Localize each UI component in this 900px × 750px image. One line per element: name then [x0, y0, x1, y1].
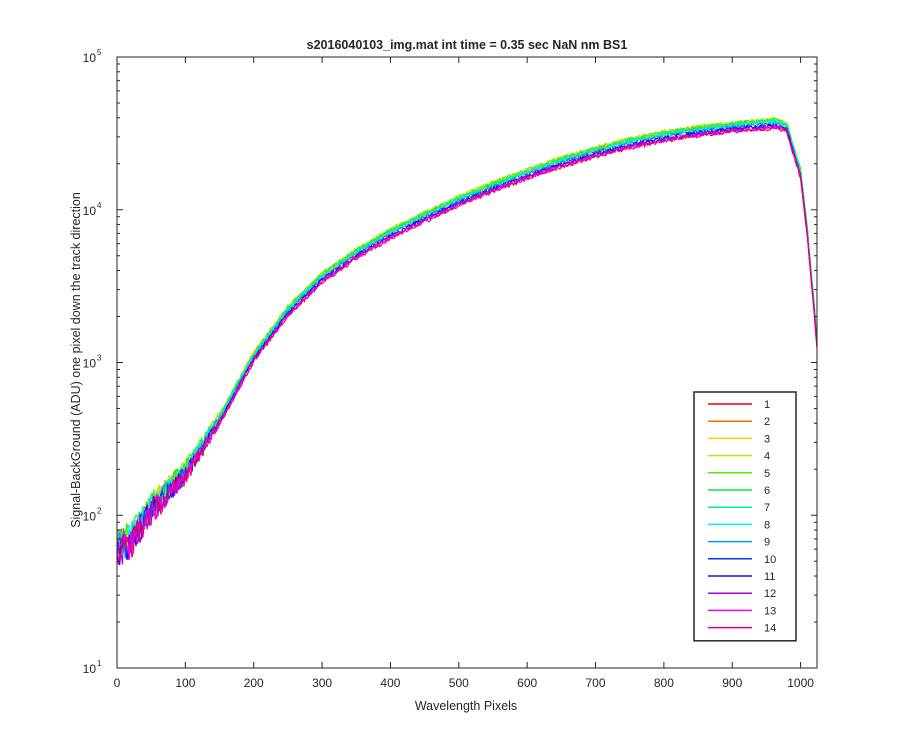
series-line-7 [116, 118, 818, 555]
legend-label-10: 10 [764, 554, 776, 566]
legend-label-11: 11 [764, 571, 775, 583]
x-tick-label: 600 [517, 676, 537, 690]
series-line-6 [116, 118, 818, 555]
x-tick-label: 800 [654, 676, 674, 690]
chart-title: s2016040103_img.mat int time = 0.35 sec … [307, 38, 628, 52]
legend-label-2: 2 [764, 416, 770, 428]
x-tick-label: 1000 [787, 676, 814, 690]
x-tick-label: 700 [586, 676, 606, 690]
y-tick-label: 10 [83, 357, 97, 371]
legend-label-4: 4 [764, 451, 770, 463]
y-axis-label: Signal-BackGround (ADU) one pixel down t… [69, 192, 83, 528]
y-tick-exponent: 3 [97, 354, 102, 363]
y-tick-exponent: 4 [97, 201, 102, 210]
y-tick-exponent: 5 [97, 48, 102, 57]
series-layer [116, 116, 818, 566]
legend-label-3: 3 [764, 433, 770, 445]
legend-label-8: 8 [764, 519, 770, 531]
legend-box [693, 391, 797, 642]
x-tick-label: 100 [175, 676, 195, 690]
x-axis-label: Wavelength Pixels [415, 699, 517, 713]
legend-label-13: 13 [764, 605, 776, 617]
legend-label-14: 14 [764, 623, 776, 635]
legend-label-12: 12 [764, 588, 776, 600]
y-tick-label: 10 [83, 662, 97, 676]
x-tick-label: 200 [244, 676, 264, 690]
y-tick-exponent: 1 [97, 659, 102, 668]
x-tick-label: 300 [312, 676, 332, 690]
series-line-10 [116, 122, 818, 560]
legend-label-7: 7 [764, 502, 770, 514]
legend-label-6: 6 [764, 485, 770, 497]
series-line-14 [116, 125, 818, 564]
y-tick-label: 10 [83, 509, 97, 523]
x-tick-label: 500 [449, 676, 469, 690]
legend-label-9: 9 [764, 537, 770, 549]
x-tick-label: 0 [114, 676, 121, 690]
legend-label-5: 5 [764, 468, 770, 480]
x-tick-label: 400 [380, 676, 400, 690]
legend-label-1: 1 [764, 399, 770, 411]
x-tick-label: 900 [722, 676, 742, 690]
y-tick-label: 10 [83, 51, 97, 65]
y-tick-exponent: 2 [97, 506, 102, 515]
y-tick-label: 10 [83, 204, 97, 218]
